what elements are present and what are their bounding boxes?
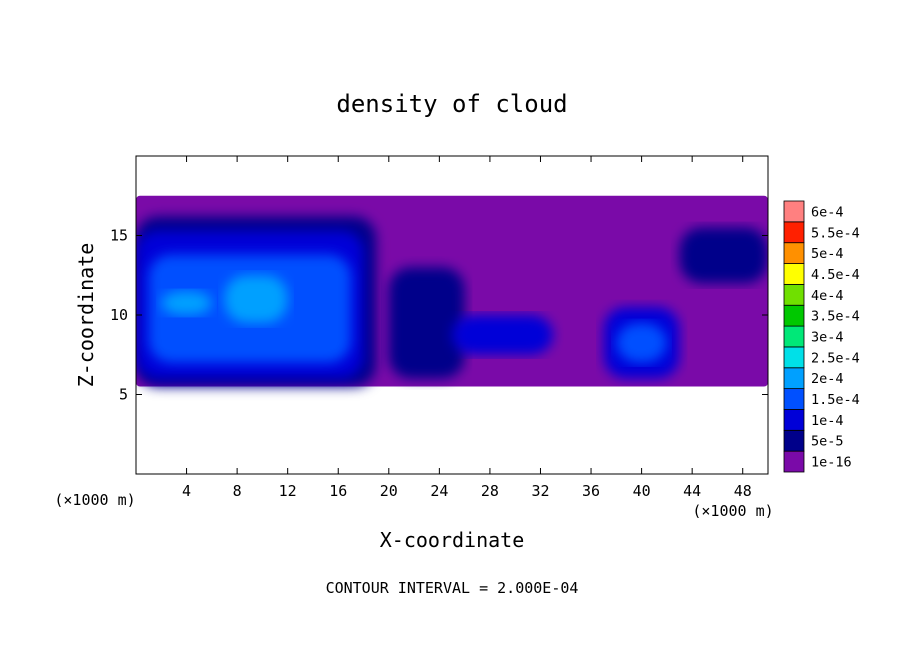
x-tick-label-8: 8 <box>233 482 242 500</box>
colorbar-swatch-11 <box>783 221 805 244</box>
x-unit-right: (×1000 m) <box>692 502 773 520</box>
plot-area <box>136 195 768 387</box>
colorbar: 1e-16 5e-5 1e-4 1.5e-4 2e-4 2.5e-4 3e-4 3.5e-4 4… <box>783 200 860 473</box>
x-tick-label-32: 32 <box>531 482 549 500</box>
colorbar-label-4: 2e-4 <box>811 371 844 387</box>
x-tick-label-16: 16 <box>329 482 347 500</box>
colorbar-swatch-7 <box>783 304 805 327</box>
field-region-4 <box>161 291 212 315</box>
x-tick-label-44: 44 <box>683 482 701 500</box>
colorbar-swatch-0 <box>783 450 805 473</box>
colorbar-label-3: 1.5e-4 <box>811 392 860 408</box>
colorbar-label-1: 5e-5 <box>811 434 844 450</box>
field-region-10 <box>679 227 768 284</box>
colorbar-swatch-12 <box>783 200 805 223</box>
colorbar-swatch-2 <box>783 409 805 431</box>
x-tick-label-4: 4 <box>182 482 191 500</box>
x-tick-label-36: 36 <box>582 482 600 500</box>
x-unit-left: (×1000 m) <box>54 491 135 509</box>
field-region-7 <box>452 315 554 355</box>
colorbar-label-7: 3.5e-4 <box>811 309 860 325</box>
field-region-6 <box>388 267 465 379</box>
y-tick-label-5: 5 <box>119 386 128 404</box>
field-layer <box>136 195 768 387</box>
colorbar-swatch-9 <box>783 263 805 285</box>
colorbar-swatch-3 <box>783 388 805 410</box>
x-tick-label-24: 24 <box>430 482 448 500</box>
colorbar-label-11: 5.5e-4 <box>811 225 860 241</box>
colorbar-label-9: 4.5e-4 <box>811 267 860 283</box>
x-axis-label: X-coordinate <box>380 528 525 552</box>
colorbar-label-0: 1e-16 <box>811 455 852 471</box>
y-tick-label-15: 15 <box>110 227 128 245</box>
colorbar-swatch-1 <box>783 429 805 452</box>
y-axis-label: Z-coordinate <box>74 243 98 388</box>
colorbar-swatch-4 <box>783 367 805 390</box>
field-region-5 <box>224 275 288 323</box>
x-tick-label-48: 48 <box>734 482 752 500</box>
colorbar-label-12: 6e-4 <box>811 204 844 220</box>
colorbar-label-6: 3e-4 <box>811 330 844 346</box>
y-axis: 5 10 15 <box>110 227 768 404</box>
colorbar-label-2: 1e-4 <box>811 413 844 429</box>
colorbar-swatch-6 <box>783 325 805 348</box>
x-tick-label-12: 12 <box>279 482 297 500</box>
colorbar-swatch-10 <box>783 242 805 264</box>
x-axis: 4 8 12 16 20 24 28 32 36 40 44 48 <box>182 156 752 500</box>
y-tick-label-10: 10 <box>110 306 128 324</box>
field-region-9 <box>616 322 667 363</box>
x-tick-label-20: 20 <box>380 482 398 500</box>
contour-interval-label: CONTOUR INTERVAL = 2.000E-04 <box>326 579 579 597</box>
colorbar-label-8: 4e-4 <box>811 288 844 304</box>
chart-title: density of cloud <box>336 90 567 118</box>
x-tick-label-40: 40 <box>633 482 651 500</box>
colorbar-swatch-5 <box>783 346 805 369</box>
x-tick-label-28: 28 <box>481 482 499 500</box>
colorbar-swatch-8 <box>783 283 805 306</box>
colorbar-label-5: 2.5e-4 <box>811 350 860 366</box>
colorbar-label-10: 5e-4 <box>811 246 844 262</box>
